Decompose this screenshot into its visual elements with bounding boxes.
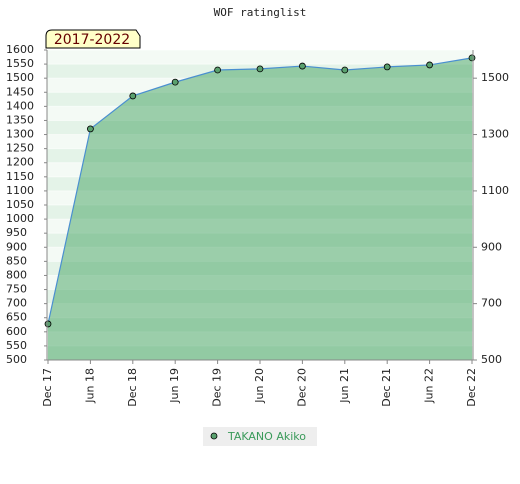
point	[298, 62, 306, 70]
point	[341, 66, 349, 74]
plot-band	[47, 190, 473, 205]
y-tick-label: 1600	[6, 43, 34, 56]
plot-band	[47, 331, 473, 346]
y2-tick-label: 500	[481, 353, 502, 366]
y-tick-label: 500	[6, 353, 27, 366]
point	[214, 66, 222, 74]
x-tick-label: Dec 18	[126, 368, 139, 407]
y-tick-label: 1000	[6, 212, 34, 225]
legend-label: TAKANO Akiko	[227, 430, 306, 443]
x-tick-label: Jun 22	[423, 368, 436, 404]
plot-band	[47, 247, 473, 262]
y-tick-label: 1550	[6, 57, 34, 70]
y-tick-label: 600	[6, 325, 27, 338]
y-tick-label: 650	[6, 311, 27, 324]
x-tick-label: Jun 20	[253, 368, 266, 404]
plot-band	[47, 289, 473, 304]
x-tick-label: Dec 17	[41, 368, 54, 407]
point	[44, 320, 52, 328]
point	[426, 61, 434, 69]
y-tick-label: 1500	[6, 71, 34, 84]
plot-band	[47, 261, 473, 276]
y2-tick-label: 700	[481, 297, 502, 310]
y2-tick-label: 1100	[481, 184, 509, 197]
plot-band	[47, 233, 473, 248]
y2-tick-label: 900	[481, 240, 502, 253]
y-tick-label: 800	[6, 268, 27, 281]
plot-band	[47, 134, 473, 149]
plot-band	[47, 120, 473, 135]
plot-band	[47, 176, 473, 191]
legend-box	[203, 427, 317, 446]
plot-band	[47, 317, 473, 332]
y-tick-label: 1150	[6, 170, 34, 183]
plot-band	[47, 275, 473, 290]
y-tick-label: 850	[6, 254, 27, 267]
y-tick-label: 1400	[6, 99, 34, 112]
plot-band	[47, 205, 473, 220]
y2-tick-label: 1300	[481, 128, 509, 141]
plot-band	[47, 148, 473, 163]
y-tick-label: 1250	[6, 142, 34, 155]
y-tick-label: 1200	[6, 156, 34, 169]
x-tick-label: Dec 20	[295, 368, 308, 407]
point	[171, 78, 179, 86]
y-tick-label: 700	[6, 297, 27, 310]
legend-marker	[210, 432, 218, 440]
plot-band	[47, 92, 473, 107]
x-tick-label: Jun 21	[338, 368, 351, 404]
y2-tick-label: 1500	[481, 71, 509, 84]
plot-band	[47, 345, 473, 360]
y-tick-label: 900	[6, 240, 27, 253]
x-tick-label: Dec 19	[211, 368, 224, 407]
x-tick-label: Jun 19	[168, 368, 181, 404]
point	[256, 65, 264, 73]
y-tick-label: 750	[6, 283, 27, 296]
plot-band	[47, 303, 473, 318]
y-tick-label: 1350	[6, 113, 34, 126]
y-tick-label: 1450	[6, 85, 34, 98]
point	[383, 63, 391, 71]
badge-box	[45, 29, 141, 49]
area	[48, 57, 472, 361]
point	[129, 92, 137, 100]
y-tick-label: 1300	[6, 128, 34, 141]
chart-title: WOF ratinglist	[214, 6, 307, 19]
plot-band	[47, 219, 473, 234]
point	[468, 54, 476, 62]
x-tick-label: Dec 21	[380, 368, 393, 407]
plot-band	[47, 106, 473, 121]
y-tick-label: 950	[6, 226, 27, 239]
badge: 2017-2022	[54, 32, 130, 48]
x-tick-label: Dec 22	[465, 368, 478, 407]
y-tick-label: 550	[6, 339, 27, 352]
y-tick-label: 1100	[6, 184, 34, 197]
point	[87, 125, 94, 133]
plot-band	[47, 50, 473, 65]
plot-band	[47, 162, 473, 177]
y-tick-label: 1050	[6, 198, 34, 211]
x-tick-label: Jun 18	[83, 368, 96, 404]
